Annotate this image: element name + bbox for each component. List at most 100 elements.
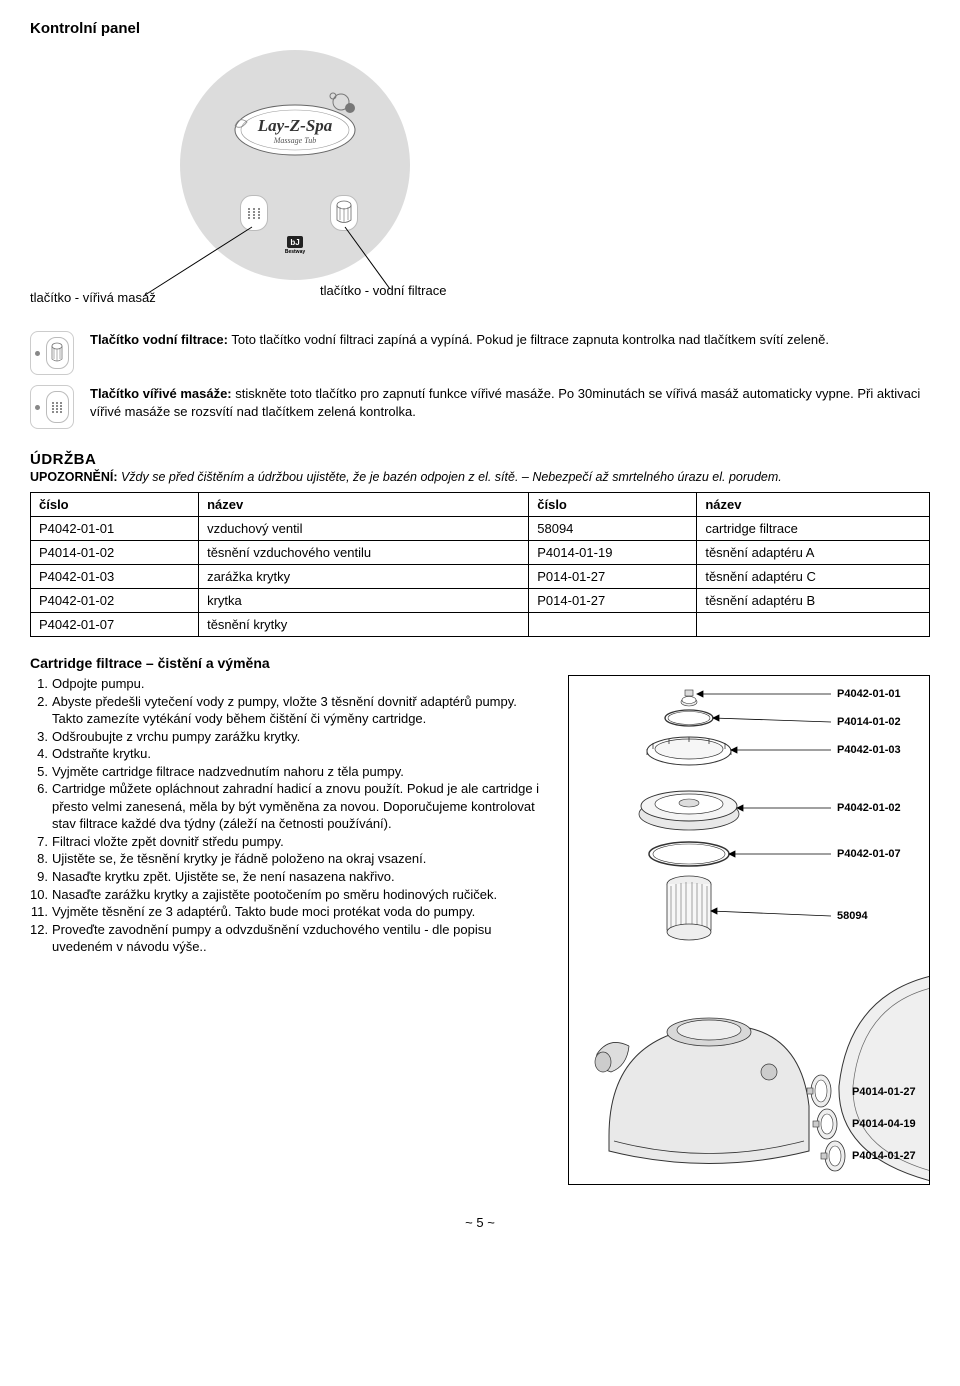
table-cell: těsnění adaptéru A — [697, 541, 930, 565]
layzspa-logo: Lay-Z-Spa Massage Tub — [225, 92, 365, 160]
step-text: Odstraňte krytku. — [52, 745, 554, 763]
exploded-diagram: P4042-01-01 P4014-01-02 P4042-01-03 P404… — [568, 675, 930, 1185]
step-text: Nasaďte zarážku krytky a zajistěte pooto… — [52, 886, 554, 904]
table-row: P4042-01-01vzduchový ventil58094cartridg… — [31, 517, 930, 541]
step-text: Vyjměte těsnění ze 3 adaptérů. Takto bud… — [52, 903, 554, 921]
table-cell: P4014-01-19 — [529, 541, 697, 565]
table-cell: těsnění adaptéru B — [697, 589, 930, 613]
step-number: 8. — [30, 850, 52, 868]
step-text: Abyste předešli vytečení vody z pumpy, v… — [52, 693, 554, 711]
label-l5: P4042-01-07 — [837, 848, 901, 860]
table-cell: P014-01-27 — [529, 565, 697, 589]
label-l7: P4014-01-27 — [852, 1086, 916, 1098]
desc-filter-text: Tlačítko vodní filtrace: Toto tlačítko v… — [90, 331, 829, 349]
label-l4: P4042-01-02 — [837, 802, 901, 814]
th-c2: název — [199, 493, 529, 517]
label-l2: P4014-01-02 — [837, 716, 901, 728]
desc-massage-text: Tlačítko vířivé masáže: stiskněte toto t… — [90, 385, 930, 420]
desc-massage: Tlačítko vířivé masáže: stiskněte toto t… — [30, 385, 930, 429]
step-text: Takto zamezíte vytékání vody během čiště… — [52, 710, 554, 728]
step-text: Vyjměte cartridge filtrace nadzvednutím … — [52, 763, 554, 781]
step-number: 9. — [30, 868, 52, 886]
label-l1: P4042-01-01 — [837, 688, 901, 700]
table-cell: vzduchový ventil — [199, 517, 529, 541]
table-cell: P014-01-27 — [529, 589, 697, 613]
callout-filter: tlačítko - vodní filtrace — [320, 283, 446, 298]
step-number: 6. — [30, 780, 52, 833]
table-cell — [529, 613, 697, 637]
step-number — [30, 710, 52, 728]
step-row: 7.Filtraci vložte zpět dovnitř středu pu… — [30, 833, 554, 851]
step-number: 3. — [30, 728, 52, 746]
page-number: ~ 5 ~ — [30, 1215, 930, 1230]
label-l8: P4014-04-19 — [852, 1118, 916, 1130]
step-row: 1.Odpojte pumpu. — [30, 675, 554, 693]
step-number: 10. — [30, 886, 52, 904]
filter-button-spot — [330, 195, 358, 231]
table-cell: P4014-01-02 — [31, 541, 199, 565]
table-cell: těsnění vzduchového ventilu — [199, 541, 529, 565]
step-number: 7. — [30, 833, 52, 851]
svg-text:Massage Tub: Massage Tub — [273, 136, 316, 145]
table-cell: cartridge filtrace — [697, 517, 930, 541]
callout-massage: tlačítko - vířivá masáž — [30, 290, 156, 305]
step-text: Ujistěte se, že těsnění krytky je řádně … — [52, 850, 554, 868]
table-cell: P4042-01-03 — [31, 565, 199, 589]
step-row: 11.Vyjměte těsnění ze 3 adaptérů. Takto … — [30, 903, 554, 921]
step-text: Odpojte pumpu. — [52, 675, 554, 693]
table-cell: těsnění krytky — [199, 613, 529, 637]
table-row: P4042-01-07těsnění krytky — [31, 613, 930, 637]
step-row: Takto zamezíte vytékání vody během čiště… — [30, 710, 554, 728]
control-panel-diagram: Lay-Z-Spa Massage Tub bJ — [30, 45, 930, 325]
step-number: 12. — [30, 921, 52, 956]
label-l6: 58094 — [837, 910, 868, 922]
step-text: Cartridge můžete opláchnout zahradní had… — [52, 780, 554, 833]
table-cell: krytka — [199, 589, 529, 613]
filter-icon — [30, 331, 74, 375]
table-cell: 58094 — [529, 517, 697, 541]
step-text: Proveďte zavodnění pumpy a odvzdušnění v… — [52, 921, 554, 956]
th-c1: číslo — [31, 493, 199, 517]
maintenance-heading: ÚDRŽBA — [30, 451, 930, 468]
table-row: P4014-01-02těsnění vzduchového ventiluP4… — [31, 541, 930, 565]
step-number: 11. — [30, 903, 52, 921]
panel-circle: Lay-Z-Spa Massage Tub bJ — [180, 50, 410, 280]
step-number: 4. — [30, 745, 52, 763]
label-l3: P4042-01-03 — [837, 744, 901, 756]
table-row: P4042-01-03zarážka krytkyP014-01-27těsně… — [31, 565, 930, 589]
step-number: 2. — [30, 693, 52, 711]
massage-button-spot — [240, 195, 268, 231]
table-cell: P4042-01-01 — [31, 517, 199, 541]
step-row: 2.Abyste předešli vytečení vody z pumpy,… — [30, 693, 554, 711]
step-row: 6.Cartridge můžete opláchnout zahradní h… — [30, 780, 554, 833]
step-text: Filtraci vložte zpět dovnitř středu pump… — [52, 833, 554, 851]
step-number: 1. — [30, 675, 52, 693]
svg-text:bJ: bJ — [290, 238, 299, 247]
table-row: P4042-01-02krytkaP014-01-27těsnění adapt… — [31, 589, 930, 613]
table-cell: těsnění adaptéru C — [697, 565, 930, 589]
th-c3: číslo — [529, 493, 697, 517]
step-text: Odšroubujte z vrchu pumpy zarážku krytky… — [52, 728, 554, 746]
step-row: 5.Vyjměte cartridge filtrace nadzvednutí… — [30, 763, 554, 781]
massage-icon — [30, 385, 74, 429]
th-c4: název — [697, 493, 930, 517]
desc-filter: Tlačítko vodní filtrace: Toto tlačítko v… — [30, 331, 930, 375]
svg-text:Lay-Z-Spa: Lay-Z-Spa — [257, 116, 333, 135]
step-number: 5. — [30, 763, 52, 781]
table-cell: zarážka krytky — [199, 565, 529, 589]
step-row: 3.Odšroubujte z vrchu pumpy zarážku kryt… — [30, 728, 554, 746]
warning-line: UPOZORNĚNÍ: Vždy se před čištěním a údrž… — [30, 470, 930, 484]
step-row: 12.Proveďte zavodnění pumpy a odvzdušněn… — [30, 921, 554, 956]
table-cell: P4042-01-02 — [31, 589, 199, 613]
table-cell — [697, 613, 930, 637]
step-row: 4.Odstraňte krytku. — [30, 745, 554, 763]
step-row: 9.Nasaďte krytku zpět. Ujistěte se, že n… — [30, 868, 554, 886]
page-heading: Kontrolní panel — [30, 20, 930, 37]
table-cell: P4042-01-07 — [31, 613, 199, 637]
steps-list: 1.Odpojte pumpu.2.Abyste předešli vyteče… — [30, 675, 554, 956]
cartridge-heading: Cartridge filtrace – čistění a výměna — [30, 655, 930, 671]
parts-table: číslo název číslo název P4042-01-01vzduc… — [30, 492, 930, 637]
bestway-logo: bJ Bestway — [282, 235, 308, 257]
step-row: 8.Ujistěte se, že těsnění krytky je řádn… — [30, 850, 554, 868]
label-l9: P4014-01-27 — [852, 1150, 916, 1162]
